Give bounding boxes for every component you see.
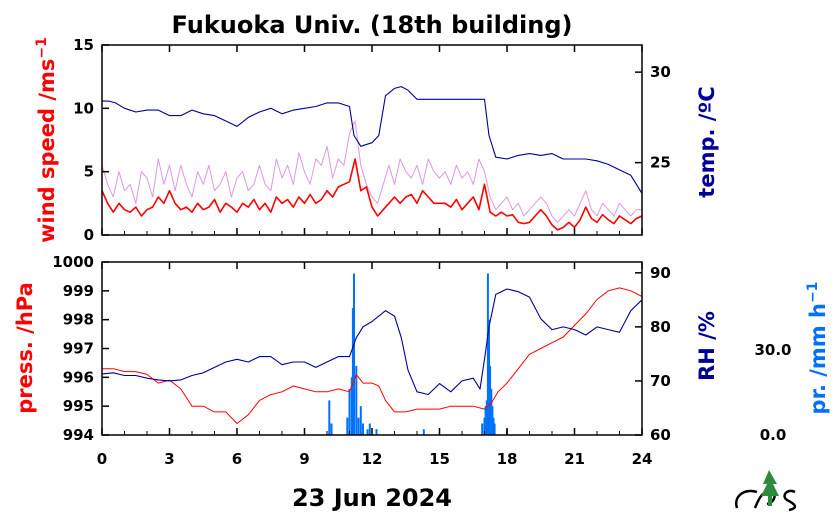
precipitation-bar bbox=[351, 308, 354, 435]
chart-title: Fukuoka Univ. (18th building) bbox=[172, 11, 573, 39]
precipitation-bar bbox=[486, 273, 489, 435]
humidity-tick-label: 90 bbox=[650, 264, 671, 282]
precipitation-bar bbox=[357, 417, 360, 435]
x-tick-label: 24 bbox=[632, 450, 653, 468]
x-tick-label: 6 bbox=[232, 450, 242, 468]
wind-speed-tick-label: 0 bbox=[84, 226, 94, 244]
precipitation-bar bbox=[491, 406, 494, 435]
temperature-tick-label: 25 bbox=[650, 154, 671, 172]
x-tick-label: 9 bbox=[299, 450, 309, 468]
precipitation-bar bbox=[348, 388, 351, 435]
pressure-tick-label: 995 bbox=[63, 397, 94, 415]
humidity-tick-label: 80 bbox=[650, 318, 671, 336]
x-tick-label: 21 bbox=[564, 450, 585, 468]
wind-gust-line bbox=[101, 120, 642, 223]
humidity-tick-label: 70 bbox=[650, 372, 671, 390]
precipitation-tick-label: 30.0 bbox=[754, 341, 791, 359]
precipitation-bar bbox=[359, 406, 362, 435]
x-tick-label: 0 bbox=[97, 450, 107, 468]
precipitation-tick-label: 0.0 bbox=[760, 426, 787, 444]
bottom-panel-frame bbox=[101, 261, 643, 436]
precipitation-bar bbox=[375, 429, 378, 435]
precipitation-bar bbox=[353, 273, 355, 435]
wind-speed-tick-label: 10 bbox=[73, 99, 94, 117]
humidity-tick-label: 60 bbox=[650, 426, 671, 444]
temperature-line bbox=[102, 86, 643, 194]
axis-label-exponent: −1 bbox=[805, 282, 821, 303]
precipitation-bar bbox=[328, 400, 331, 435]
precipitation-bar bbox=[355, 365, 358, 435]
precipitation-bar bbox=[490, 388, 493, 435]
humidity-axis-label: RH /% bbox=[695, 311, 719, 381]
precipitation-bar bbox=[485, 400, 488, 435]
temperature-tick-label: 30 bbox=[650, 63, 671, 81]
tree-icon bbox=[761, 470, 779, 506]
precipitation-bar bbox=[488, 319, 490, 435]
pressure-tick-label: 996 bbox=[63, 368, 94, 386]
logo-swoosh-right bbox=[783, 489, 797, 512]
bottom-panel: 994 995 996 997 998 999 1000 60 70 80 90 0.0 30.0 pr… bbox=[13, 253, 830, 444]
precipitation-bar bbox=[330, 423, 333, 435]
precipitation-bar bbox=[492, 417, 495, 435]
x-tick-label: 15 bbox=[429, 450, 450, 468]
precipitation-bar bbox=[366, 429, 369, 435]
pressure-axis-label: press. /hPa bbox=[13, 282, 37, 414]
wind-speed-axis-label: wind speed /ms−1 bbox=[34, 37, 59, 243]
precipitation-bar bbox=[346, 417, 349, 435]
wind-speed-tick-label: 5 bbox=[84, 163, 94, 181]
precipitation-bar bbox=[493, 423, 496, 435]
wind-speed-tick-label: 15 bbox=[73, 36, 94, 54]
temperature-axis-label: temp. /ºC bbox=[695, 86, 719, 197]
pressure-line bbox=[102, 287, 643, 424]
x-tick-label: 18 bbox=[497, 450, 518, 468]
date-label: 23 Jun 2024 bbox=[292, 484, 452, 512]
logo bbox=[734, 470, 797, 512]
pressure-tick-label: 999 bbox=[63, 282, 94, 300]
precipitation-bar bbox=[362, 423, 364, 435]
wind-speed-line bbox=[101, 158, 643, 231]
precipitation-axis-label: pr. /mm h−1 bbox=[805, 282, 830, 415]
top-panel: 0 5 10 15 25 30 wind speed /ms−1 temp. /ºC bbox=[34, 36, 719, 244]
precipitation-bar bbox=[483, 417, 486, 435]
precipitation-bar bbox=[422, 429, 425, 435]
pressure-tick-label: 997 bbox=[63, 340, 94, 358]
pressure-tick-label: 1000 bbox=[52, 253, 94, 271]
x-tick-label: 12 bbox=[362, 450, 383, 468]
x-tick-label: 3 bbox=[164, 450, 174, 468]
precipitation-bar bbox=[481, 423, 484, 435]
precipitation-bar bbox=[368, 423, 371, 435]
precipitation-bar bbox=[484, 406, 487, 435]
humidity-line bbox=[101, 288, 643, 396]
logo-swoosh-left bbox=[734, 489, 758, 509]
pressure-tick-label: 998 bbox=[63, 311, 94, 329]
axis-label-exponent: −1 bbox=[34, 37, 50, 58]
precipitation-bar bbox=[350, 377, 353, 435]
pressure-tick-label: 994 bbox=[63, 426, 94, 444]
precipitation-bar bbox=[489, 365, 492, 435]
